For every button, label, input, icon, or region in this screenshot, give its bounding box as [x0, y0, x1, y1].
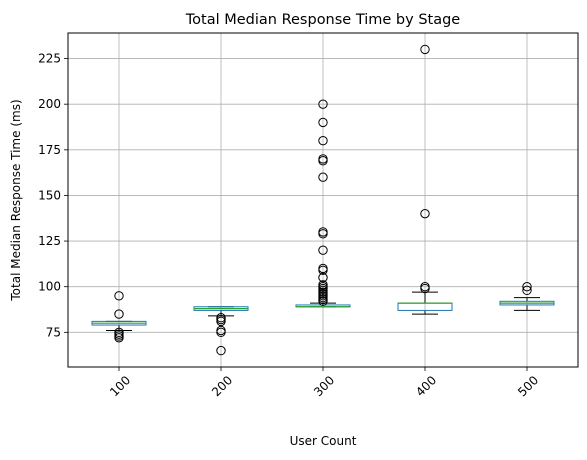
y-tick-label: 175: [38, 143, 61, 157]
y-tick-label: 150: [38, 188, 61, 202]
chart-title: Total Median Response Time by Stage: [185, 12, 461, 28]
y-tick-label: 225: [38, 52, 61, 66]
x-axis-label: User Count: [290, 434, 357, 448]
x-tick-label: 200: [209, 373, 235, 399]
x-tick-label: 300: [311, 373, 337, 399]
x-tick-label: 100: [107, 373, 133, 399]
axis-ticks: 75 100 125 150 175 200 225 100 200 300 400 500: [38, 52, 541, 400]
y-tick-label: 200: [38, 97, 61, 111]
y-tick-label: 100: [38, 280, 61, 294]
x-tick-label: 500: [515, 373, 541, 399]
y-tick-label: 125: [38, 234, 61, 248]
y-tick-label: 75: [46, 325, 61, 339]
x-tick-label: 400: [413, 373, 439, 399]
y-axis-label: Total Median Response Time (ms): [9, 99, 23, 301]
grid: [68, 33, 578, 367]
